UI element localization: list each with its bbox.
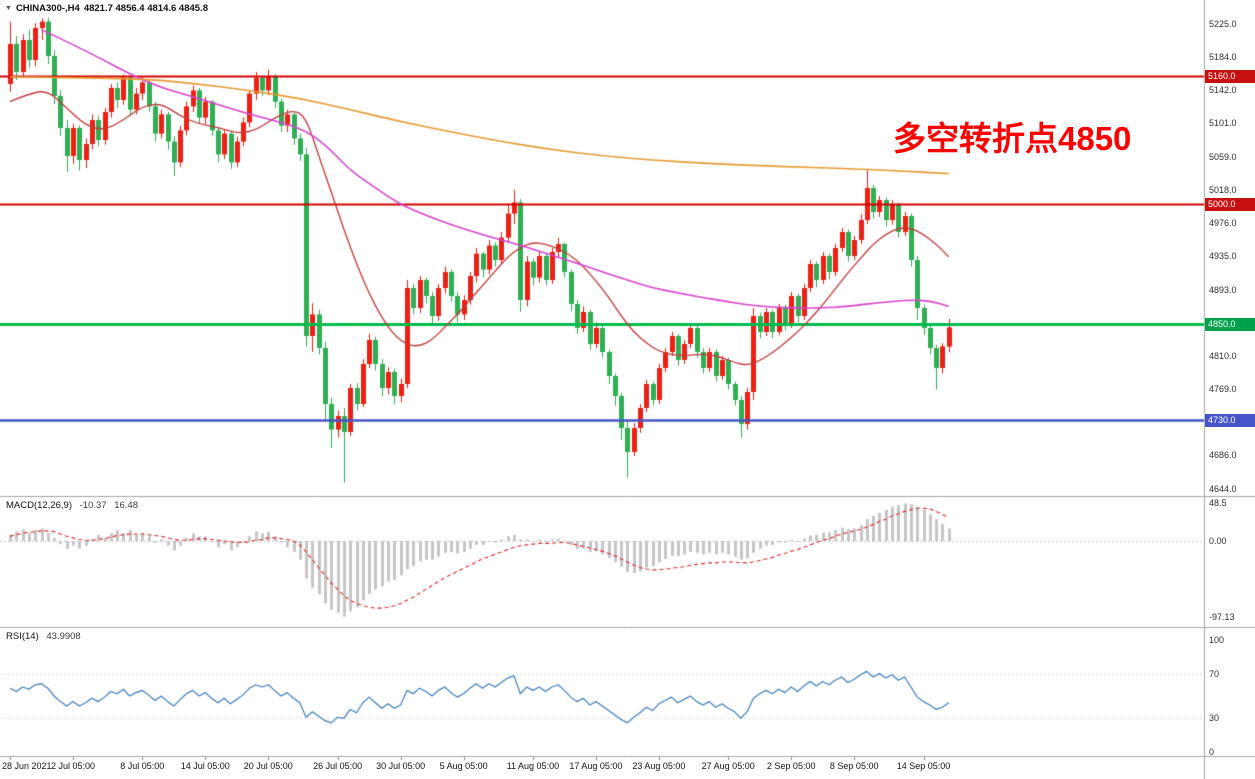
date-axis-label: 14 Sep 05:00: [896, 761, 951, 771]
macd-value-main: -10.37: [79, 500, 107, 511]
price-axis-label: 4686.0: [1209, 450, 1237, 461]
chart-title: ▼ CHINA300-,H4 4821.7 4856.4 4814.6 4845…: [5, 3, 208, 14]
price-axis-label: 4810.0: [1209, 351, 1237, 361]
date-axis-label: 2 Sep 05:00: [766, 761, 816, 771]
symbol-dropdown-icon[interactable]: ▼: [5, 5, 12, 12]
rsi-axis-label: 70: [1209, 668, 1220, 679]
price-axis-label: 5225.0: [1209, 19, 1237, 29]
price-axis-label: 4893.0: [1209, 284, 1237, 295]
rsi-axis-label: 30: [1209, 713, 1220, 724]
price-axis[interactable]: 5225.0 5184.0 5142.0 5101.0 5059.0 5018.0 4976…: [1205, 0, 1255, 779]
price-axis-label: 5101.0: [1209, 118, 1237, 129]
price-axis-label: 4935.0: [1209, 251, 1237, 261]
macd-axis-label: -97.13: [1209, 611, 1235, 622]
rsi-value: 43.9908: [46, 631, 81, 642]
time-axis[interactable]: 28 Jun 2021 2 Jul 05:00 8 Jul 05:00 14 Jul …: [0, 757, 1205, 779]
date-axis-label: 27 Aug 05:00: [701, 761, 755, 771]
date-axis-label: 26 Jul 05:00: [313, 761, 363, 771]
annotation-text[interactable]: 多空转折点4850: [893, 120, 1132, 157]
price-axis-label: 5018.0: [1209, 184, 1237, 195]
date-axis-label: 5 Aug 05:00: [439, 761, 488, 771]
symbol-period-label: CHINA300-,H4: [15, 3, 80, 14]
date-axis-label: 2 Jul 05:00: [50, 761, 96, 771]
date-axis-label: 28 Jun 2021: [2, 761, 52, 771]
macd-axis-label: 48.5: [1209, 498, 1227, 509]
macd-indicator-label: MACD(12,26,9) -10.37 16.48: [6, 500, 138, 511]
rsi-indicator-label: RSI(14) 43.9908: [6, 631, 81, 642]
date-axis-label: 20 Jul 05:00: [243, 761, 293, 771]
price-tag: 4730.0: [1205, 413, 1255, 427]
price-axis-label: 4976.0: [1209, 218, 1237, 229]
price-axis-label: 4644.0: [1209, 483, 1237, 494]
date-axis-label: 8 Sep 05:00: [829, 761, 879, 771]
date-axis-label: 8 Jul 05:00: [120, 761, 165, 771]
date-axis-label: 11 Aug 05:00: [506, 761, 560, 771]
price-axis-label: 5142.0: [1209, 85, 1237, 96]
date-axis-label: 30 Jul 05:00: [376, 761, 426, 771]
rsi-name: RSI(14): [6, 631, 39, 642]
rsi-axis-label: 0: [1209, 747, 1215, 757]
price-axis-label: 4769.0: [1209, 383, 1237, 394]
macd-value-signal: 16.48: [114, 500, 138, 511]
date-axis-label: 14 Jul 05:00: [180, 761, 230, 771]
price-tag: 5000.0: [1205, 197, 1255, 211]
price-axis-label: 5184.0: [1209, 51, 1237, 62]
date-axis-label: 17 Aug 05:00: [569, 761, 623, 771]
macd-axis-label: 0.00: [1209, 536, 1227, 546]
ohlc-values: 4821.7 4856.4 4814.6 4845.8: [83, 3, 208, 14]
price-axis-label: 5059.0: [1209, 151, 1237, 162]
price-tag: 5160.0: [1205, 69, 1255, 83]
price-tag: 4850.0: [1205, 317, 1255, 331]
rsi-axis-label: 100: [1209, 635, 1225, 645]
date-axis-label: 23 Aug 05:00: [632, 761, 686, 771]
macd-name: MACD(12,26,9): [6, 500, 72, 511]
